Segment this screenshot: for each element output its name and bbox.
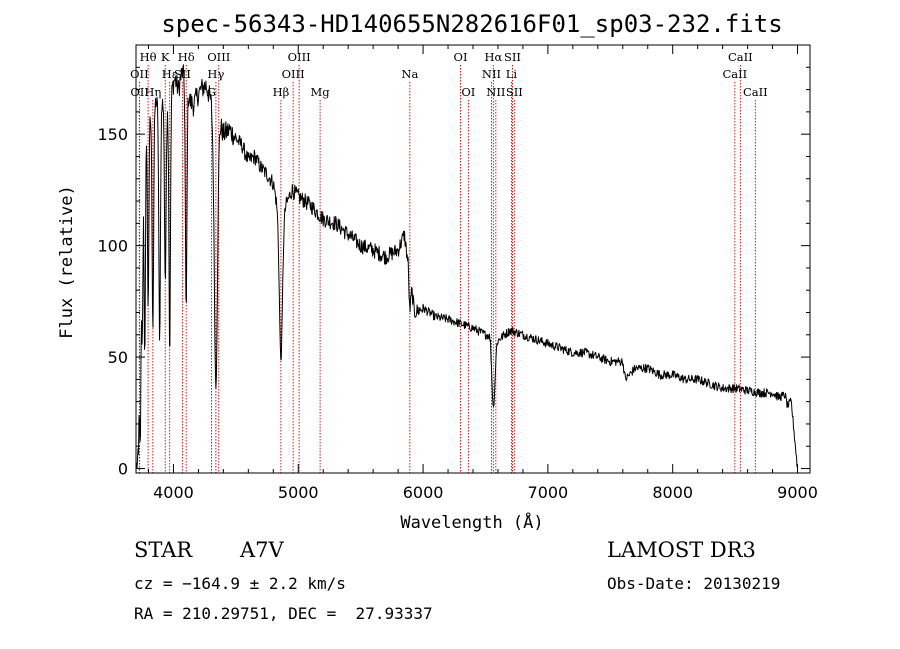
line-label: Hδ — [178, 50, 195, 64]
line-label: Hβ — [273, 85, 290, 99]
line-label: CaII — [722, 67, 747, 81]
chart-title: spec-56343-HD140655N282616F01_sp03-232.f… — [161, 10, 782, 38]
line-label: G — [207, 85, 216, 99]
x-tick-label: 5000 — [278, 483, 319, 502]
line-label: Hα — [484, 50, 502, 64]
line-label: NII — [482, 67, 501, 81]
line-label: Hθ — [140, 50, 157, 64]
line-label: CaII — [743, 85, 768, 99]
observation-date: Obs-Date: 20130219 — [607, 574, 781, 593]
line-label: OIII — [288, 50, 311, 64]
redshift-velocity: cz = −164.9 ± 2.2 km/s — [134, 574, 346, 593]
y-tick-label: 50 — [108, 348, 128, 367]
y-tick-label: 100 — [97, 237, 128, 256]
object-class: STAR — [134, 538, 193, 562]
x-tick-label: 8000 — [652, 483, 693, 502]
y-axis-ticks: 0 50 100 150 — [97, 66, 810, 479]
survey-name: LAMOST DR3 — [607, 538, 756, 562]
x-tick-label: 7000 — [528, 483, 569, 502]
x-axis-ticks: 4000 5000 6000 7000 8000 9000 — [147, 45, 818, 502]
object-subclass: A7V — [240, 538, 284, 562]
line-label: OI — [461, 85, 475, 99]
line-label: K — [161, 50, 170, 64]
y-axis-label: Flux (relative) — [57, 185, 77, 339]
plot-frame — [135, 44, 811, 474]
x-tick-label: 9000 — [777, 483, 818, 502]
line-label: OIII — [207, 50, 230, 64]
absorption-line-markers — [138, 65, 756, 473]
line-label: SII — [506, 85, 523, 99]
spectrum-layer — [136, 64, 798, 469]
line-label: Na — [401, 67, 418, 81]
line-label: OII — [130, 67, 149, 81]
line-label: OIII — [282, 67, 305, 81]
line-label: CaII — [728, 50, 753, 64]
line-label: Hγ — [207, 67, 224, 81]
line-label: Hε — [162, 67, 178, 81]
line-label: SII — [504, 50, 521, 64]
line-label: NII — [486, 85, 505, 99]
x-axis-label: Wavelength (Å) — [400, 511, 543, 533]
line-label: Mg — [311, 85, 331, 99]
y-tick-label: 150 — [97, 125, 128, 144]
line-label: Li — [506, 67, 518, 81]
line-label: OI — [454, 50, 468, 64]
x-tick-label: 4000 — [153, 483, 194, 502]
line-label: OII — [130, 85, 149, 99]
spectrum-line — [136, 64, 798, 469]
x-tick-label: 6000 — [403, 483, 444, 502]
line-label: Hη — [144, 85, 161, 99]
coordinates: RA = 210.29751, DEC = 27.93337 — [134, 604, 433, 623]
y-tick-label: 0 — [118, 460, 128, 479]
